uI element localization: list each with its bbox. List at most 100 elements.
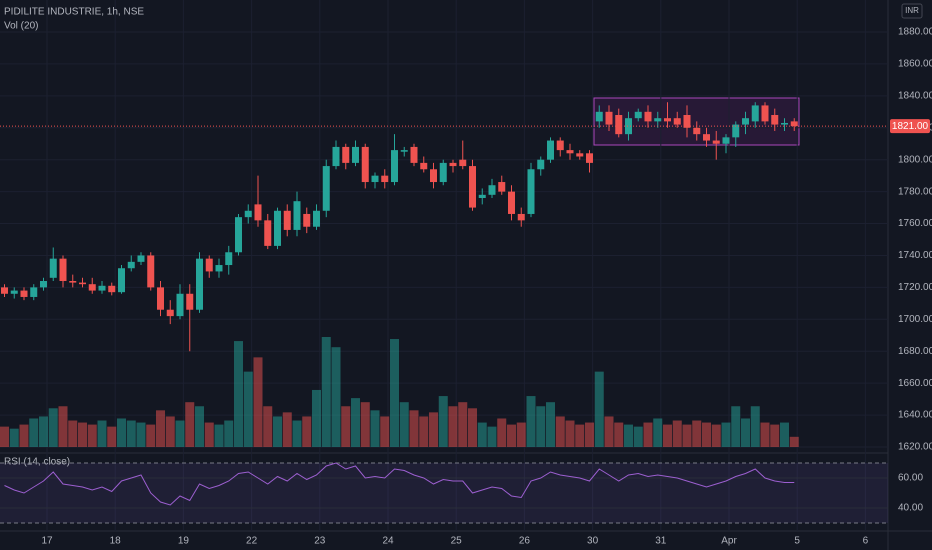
volume-bar (721, 422, 731, 447)
candle-body (771, 115, 779, 125)
volume-bar (536, 406, 546, 447)
candle-body (205, 258, 213, 272)
volume-bar (643, 422, 653, 447)
candle-body (556, 140, 564, 151)
candle-body (264, 220, 272, 246)
y-tick-label: 1880.00 (898, 27, 932, 38)
candle-body (1, 287, 8, 294)
y-tick-label: 1640.00 (898, 410, 932, 421)
volume-bar (663, 424, 672, 447)
volume-bar (458, 402, 468, 447)
candle-body (420, 162, 428, 170)
y-tick-label: 1860.00 (898, 59, 932, 70)
candle-body (615, 115, 623, 135)
candle-body (488, 185, 496, 195)
currency[interactable]: INR (905, 6, 919, 15)
candle-body (166, 309, 174, 317)
candle-body (40, 281, 47, 288)
volume-bar (126, 420, 136, 447)
x-tick-label: 17 (41, 536, 53, 547)
volume-bar (351, 398, 360, 447)
rsi-label: RSI (14, close) (4, 457, 70, 468)
x-tick-label: 26 (519, 536, 531, 547)
volume-bar (48, 408, 58, 447)
volume-bar (224, 420, 234, 447)
candle-body (381, 175, 389, 183)
candle-body (274, 210, 281, 246)
candle-body (49, 258, 57, 278)
candle-body (790, 121, 798, 127)
volume-bar (741, 418, 750, 447)
volume-bar (614, 422, 624, 447)
volume-bar (448, 406, 458, 447)
candle-body (371, 175, 379, 183)
volume-bar (575, 424, 585, 447)
volume-bar (555, 416, 565, 447)
candle-body (478, 194, 486, 198)
x-tick-label: 19 (178, 536, 190, 547)
volume-bar (731, 406, 741, 447)
candle-body (69, 281, 77, 283)
candle-body (732, 124, 740, 138)
volume-bar (136, 422, 146, 447)
volume-bar (331, 347, 341, 447)
candle-body (683, 115, 691, 128)
candle-body (303, 213, 311, 227)
volume-bar (253, 357, 263, 447)
last-price-badge (890, 119, 930, 134)
volume-bar (429, 412, 438, 447)
volume-bar (195, 406, 204, 447)
volume-bar (263, 406, 273, 447)
volume-label: Vol (20) (4, 21, 38, 32)
volume-bar (165, 416, 175, 447)
volume-bar (692, 420, 702, 447)
candle-body (137, 255, 145, 262)
volume-bar (390, 339, 399, 447)
volume-bar (672, 420, 682, 447)
volume-bar (370, 410, 380, 447)
volume-bar (146, 424, 156, 447)
volume-bar (702, 422, 711, 447)
volume-bar (594, 371, 604, 447)
candle-body (332, 146, 340, 167)
candle-body (761, 105, 769, 122)
candle-body (644, 111, 652, 122)
volume-bar (185, 402, 195, 447)
candle-body (693, 127, 701, 135)
volume-bar (380, 416, 390, 447)
volume-bar (302, 416, 312, 447)
volume-bar (117, 418, 126, 447)
y-tick-label: 1620.00 (898, 442, 932, 453)
candle-body (605, 111, 613, 125)
volume-bar (565, 420, 575, 447)
rsi-line (4, 462, 795, 506)
candle-body (283, 210, 291, 230)
volume-bar (770, 424, 780, 447)
y-tick-label: 1660.00 (898, 378, 932, 389)
volume-bar (312, 389, 321, 447)
volume-bar (497, 418, 507, 447)
candle-body (566, 150, 574, 154)
candle-body (147, 255, 155, 288)
candle-body (537, 159, 545, 170)
volume-bar (321, 337, 331, 447)
volume-bar (653, 418, 663, 447)
volume-bar (624, 424, 633, 447)
volume-bar (19, 424, 29, 447)
candle-body (10, 290, 18, 294)
candle-body (586, 153, 593, 163)
candle-body (703, 134, 710, 141)
y-tick-label: 1680.00 (898, 346, 932, 357)
candle-body (439, 162, 447, 183)
currency-badge[interactable] (901, 3, 923, 19)
x-tick-label: 24 (382, 536, 394, 547)
volume-bar (419, 416, 429, 447)
volume-bar (68, 420, 78, 447)
volume-bar (0, 426, 9, 447)
y-tick-label: 1740.00 (898, 250, 932, 261)
candle-body (449, 162, 457, 167)
candle-body (595, 111, 603, 122)
chart-title: PIDILITE INDUSTRIE, 1h, NSE (4, 7, 144, 18)
volume-bar (507, 424, 516, 447)
